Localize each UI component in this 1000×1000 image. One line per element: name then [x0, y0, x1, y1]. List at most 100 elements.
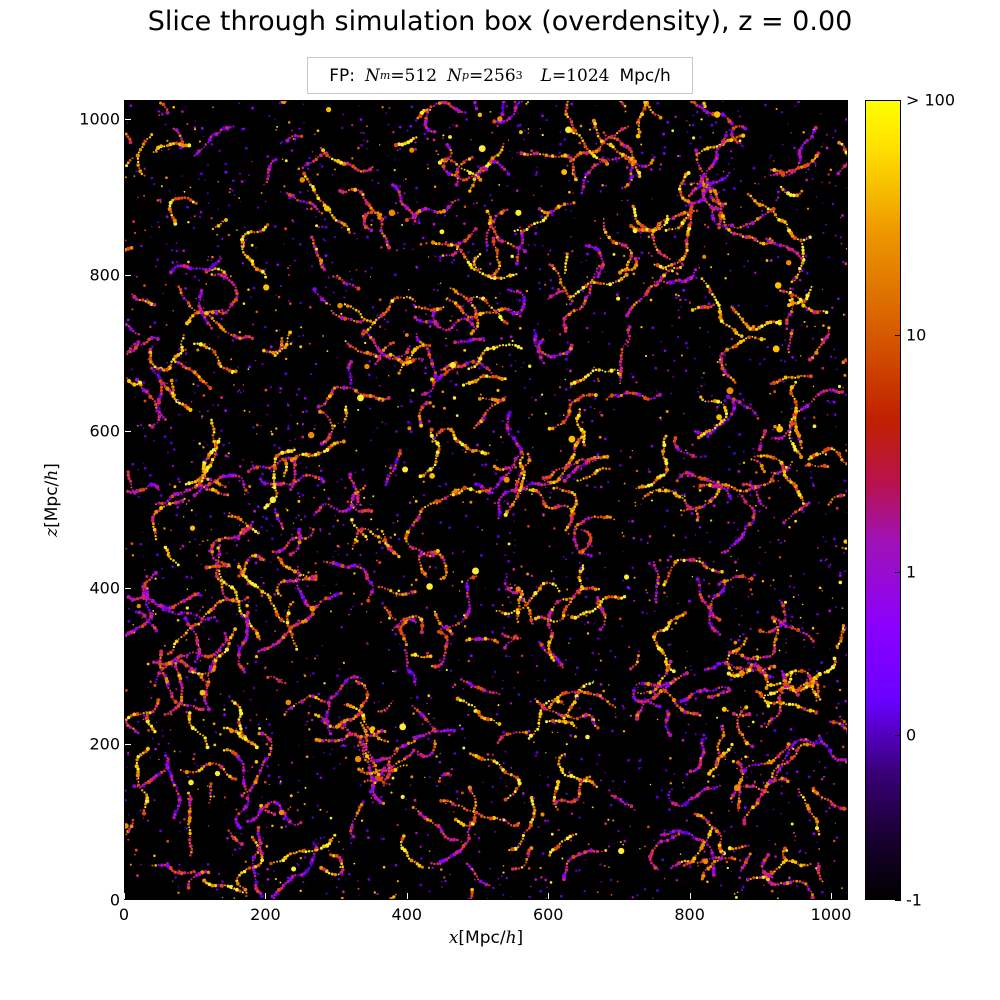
density-cell	[538, 153, 542, 156]
density-cell	[126, 161, 130, 165]
density-cell	[241, 248, 244, 251]
density-cell	[516, 259, 520, 262]
density-cell	[771, 436, 774, 439]
density-cell	[460, 488, 463, 491]
density-cell	[569, 516, 575, 521]
density-cell	[193, 312, 197, 315]
density-cell	[654, 704, 658, 708]
density-cell	[573, 175, 577, 178]
density-cell	[601, 369, 604, 372]
density-cell	[450, 253, 455, 257]
density-cell	[220, 308, 224, 312]
density-cell	[174, 141, 179, 145]
density-cell	[781, 467, 785, 471]
density-cell	[507, 466, 511, 470]
density-cell	[696, 861, 699, 864]
density-cell	[714, 762, 719, 767]
density-cell	[459, 293, 463, 296]
density-cell	[553, 846, 558, 851]
density-cell	[239, 885, 242, 888]
density-cell	[772, 320, 776, 324]
density-cell	[444, 574, 448, 577]
density-cell	[281, 457, 285, 461]
density-cell	[659, 629, 663, 633]
density-cell	[665, 657, 668, 660]
density-cell	[395, 592, 398, 595]
density-cell	[177, 638, 180, 640]
density-cell	[327, 871, 331, 875]
density-cell	[319, 146, 323, 150]
density-cell	[237, 662, 241, 666]
density-cell	[839, 635, 844, 641]
density-cell	[826, 465, 830, 469]
density-cell	[783, 434, 786, 438]
density-cell	[374, 534, 378, 538]
density-cell	[775, 635, 778, 637]
density-cell	[584, 150, 590, 156]
density-cell	[717, 751, 721, 755]
density-cell	[180, 686, 184, 690]
density-cell	[433, 368, 436, 371]
density-cell	[593, 163, 597, 167]
density-cell	[655, 229, 658, 232]
density-cell	[562, 352, 565, 356]
density-cell	[525, 487, 528, 490]
density-cell	[763, 762, 767, 766]
density-cell	[259, 465, 262, 468]
density-cell	[152, 483, 157, 487]
density-cell	[309, 860, 314, 866]
density-cell	[180, 348, 185, 353]
density-cell	[219, 222, 222, 225]
density-cell	[591, 246, 594, 249]
density-cell	[405, 658, 409, 661]
density-cell	[560, 754, 564, 757]
density-cell	[362, 742, 366, 746]
density-cell	[662, 273, 667, 278]
density-cell	[200, 672, 204, 676]
density-cell	[164, 501, 167, 504]
density-cell	[563, 720, 568, 725]
density-cell	[316, 714, 321, 718]
density-cell	[527, 729, 531, 733]
density-cell	[245, 891, 248, 894]
density-cell	[684, 470, 689, 475]
density-cell	[564, 597, 569, 602]
density-cell	[547, 426, 552, 431]
density-cell	[811, 132, 814, 135]
density-cell	[616, 131, 619, 135]
density-cell	[134, 764, 139, 769]
density-cell	[635, 683, 638, 686]
density-cell	[160, 501, 164, 506]
density-cell	[563, 504, 566, 508]
density-cell	[430, 730, 433, 733]
density-cell	[475, 337, 479, 341]
density-cell	[406, 854, 410, 858]
density-cell	[486, 301, 489, 305]
density-cell	[814, 465, 817, 467]
density-cell	[443, 157, 448, 162]
density-cell	[262, 348, 266, 353]
density-cell	[327, 739, 331, 743]
density-cell	[545, 720, 549, 724]
density-cell	[125, 833, 128, 836]
density-cell	[453, 488, 458, 493]
density-cell	[225, 125, 230, 130]
density-cell	[279, 594, 282, 597]
density-cell	[253, 743, 257, 747]
density-cell	[501, 145, 505, 149]
density-cell	[381, 801, 386, 806]
density-cell	[723, 202, 728, 206]
density-cell	[498, 163, 502, 167]
density-cell	[439, 798, 443, 803]
density-cell	[345, 161, 350, 166]
density-cell	[418, 513, 421, 516]
density-cell	[443, 162, 446, 165]
density-cell	[565, 525, 570, 529]
density-cell	[332, 275, 335, 278]
density-cell	[383, 774, 386, 777]
density-cell	[186, 301, 191, 305]
density-cell	[355, 531, 360, 536]
density-cell	[299, 477, 302, 479]
density-cell	[173, 812, 177, 817]
density-cell	[522, 473, 526, 477]
